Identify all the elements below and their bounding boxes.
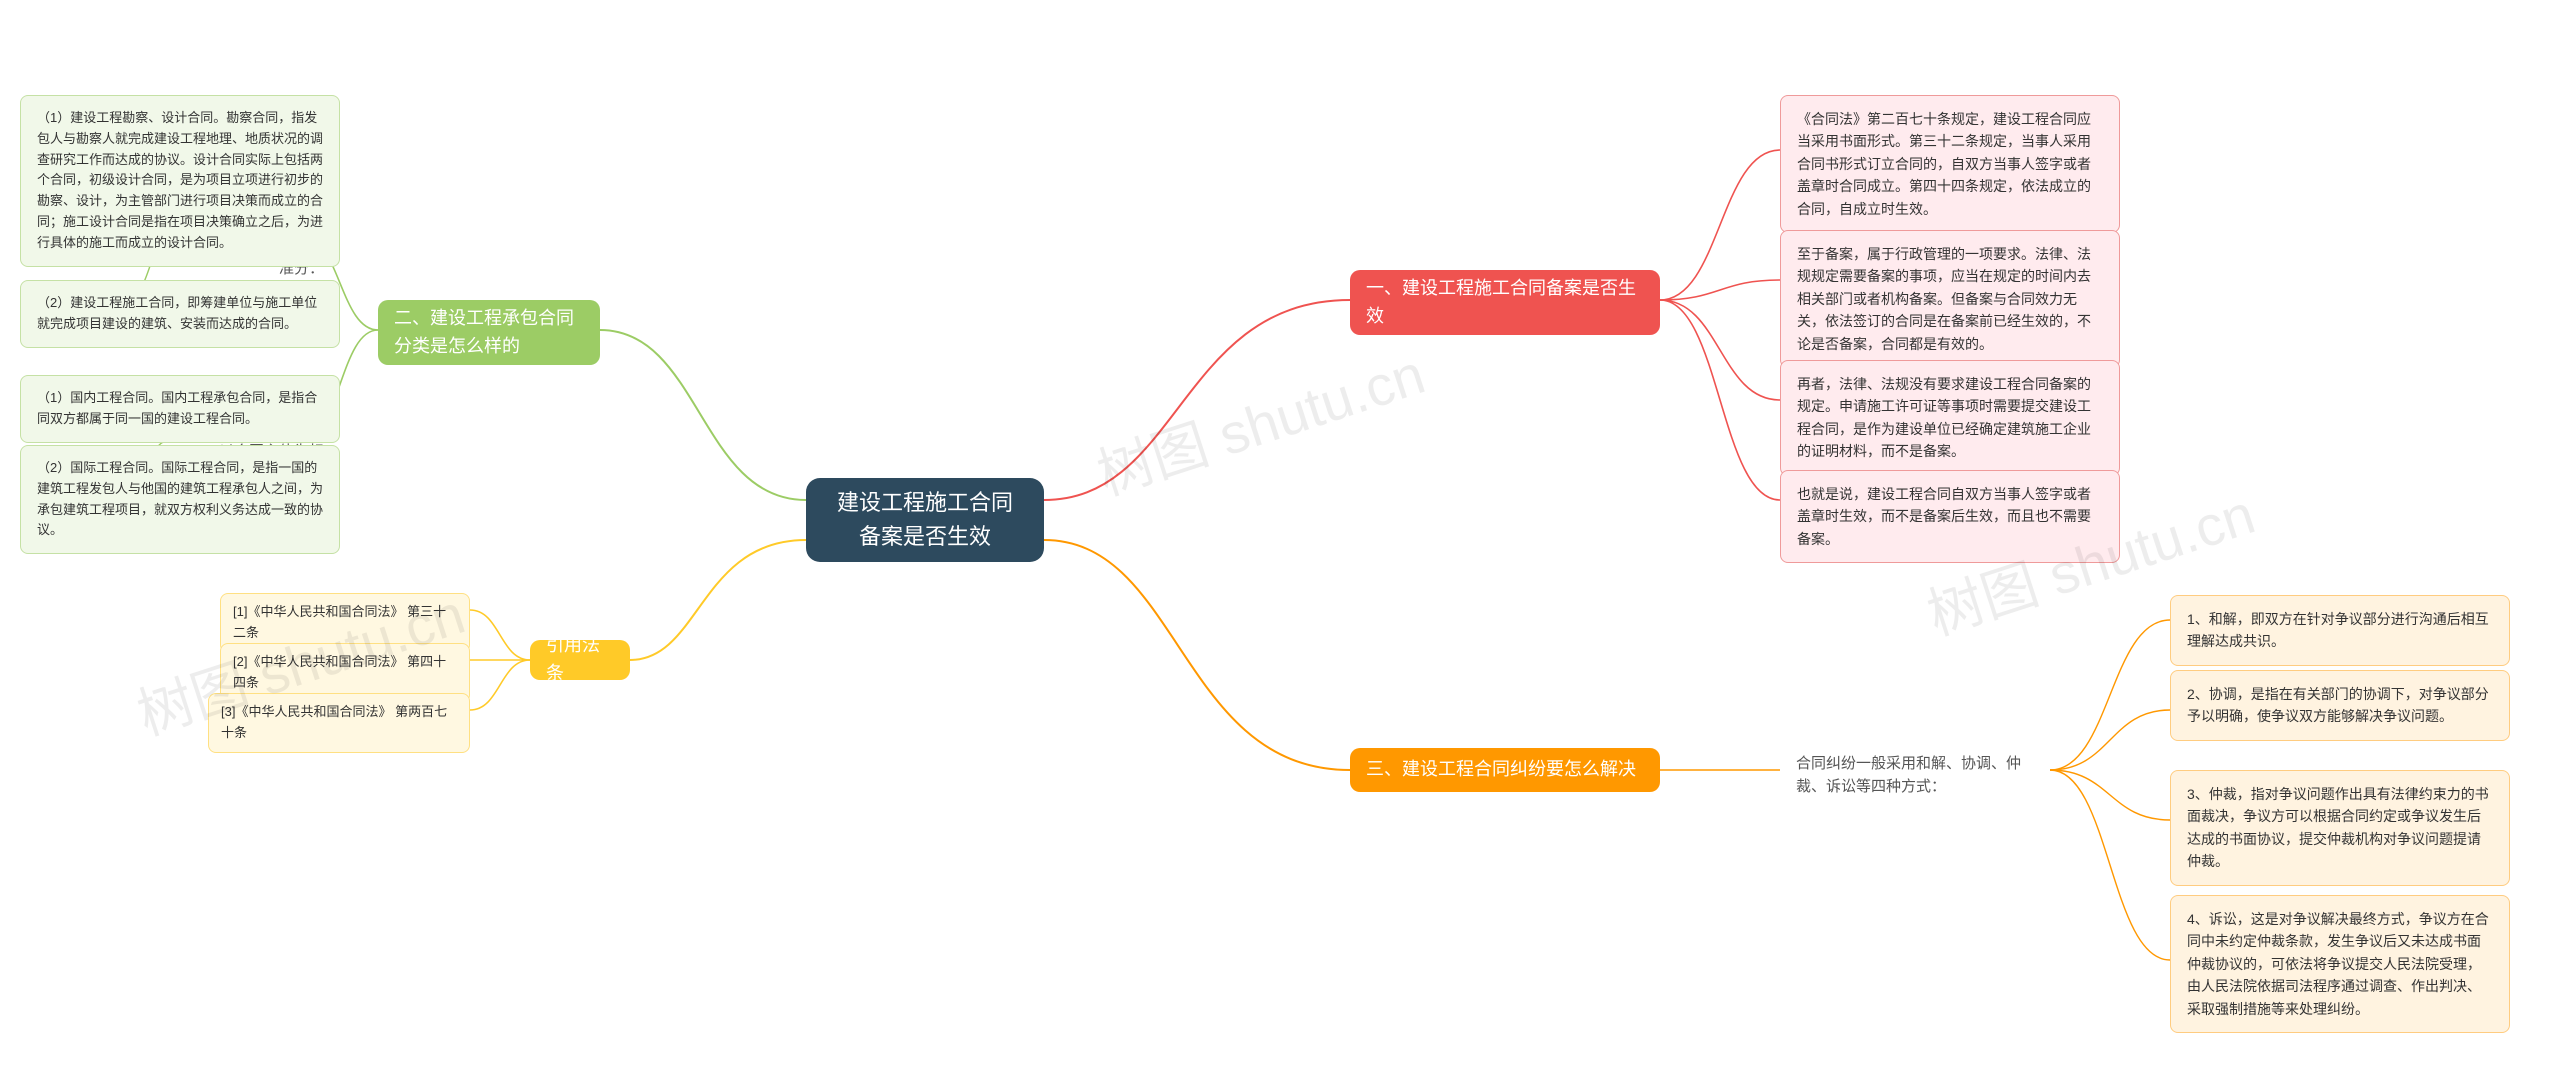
branch-3-label: 三、建设工程合同纠纷要怎么解决 <box>1366 756 1636 784</box>
branch-2-sub-1-leaf-0[interactable]: （1）国内工程合同。国内工程承包合同，是指合同双方都属于同一国的建设工程合同。 <box>20 375 340 443</box>
branch-3-sub[interactable]: 合同纠纷一般采用和解、协调、仲裁、诉讼等四种方式： <box>1780 740 2050 811</box>
branch-3[interactable]: 三、建设工程合同纠纷要怎么解决 <box>1350 748 1660 792</box>
watermark-1: 树图 shutu.cn <box>1086 330 1434 512</box>
branch-4[interactable]: 引用法条 <box>530 640 630 680</box>
branch-3-leaf-1[interactable]: 2、协调，是指在有关部门的协调下，对争议部分予以明确，使争议双方能够解决争议问题… <box>2170 670 2510 741</box>
center-topic-text: 建设工程施工合同备案是否生效 <box>832 486 1018 554</box>
branch-2-sub-0-leaf-1[interactable]: （2）建设工程施工合同，即筹建单位与施工单位就完成项目建设的建筑、安装而达成的合… <box>20 280 340 348</box>
branch-4-label: 引用法条 <box>546 632 614 688</box>
branch-2[interactable]: 二、建设工程承包合同分类是怎么样的 <box>378 300 600 365</box>
branch-1-label: 一、建设工程施工合同备案是否生效 <box>1366 275 1644 331</box>
branch-4-leaf-2[interactable]: [3]《中华人民共和国合同法》 第两百七十条 <box>208 693 470 753</box>
branch-1-leaf-0[interactable]: 《合同法》第二百七十条规定，建设工程合同应当采用书面形式。第三十二条规定，当事人… <box>1780 95 2120 233</box>
branch-3-leaf-2[interactable]: 3、仲裁，指对争议问题作出具有法律约束力的书面裁决，争议方可以根据合同约定或争议… <box>2170 770 2510 886</box>
branch-1-leaf-3[interactable]: 也就是说，建设工程合同自双方当事人签字或者盖章时生效，而不是备案后生效，而且也不… <box>1780 470 2120 563</box>
branch-1-leaf-1[interactable]: 至于备案，属于行政管理的一项要求。法律、法规规定需要备案的事项，应当在规定的时间… <box>1780 230 2120 368</box>
branch-3-leaf-0[interactable]: 1、和解，即双方在针对争议部分进行沟通后相互理解达成共识。 <box>2170 595 2510 666</box>
center-topic[interactable]: 建设工程施工合同备案是否生效 <box>806 478 1044 562</box>
branch-2-label: 二、建设工程承包合同分类是怎么样的 <box>394 305 584 361</box>
branch-3-leaf-3[interactable]: 4、诉讼，这是对争议解决最终方式，争议方在合同中未约定仲裁条款，发生争议后又未达… <box>2170 895 2510 1033</box>
branch-2-sub-0-leaf-0[interactable]: （1）建设工程勘察、设计合同。勘察合同，指发包人与勘察人就完成建设工程地理、地质… <box>20 95 340 267</box>
branch-1[interactable]: 一、建设工程施工合同备案是否生效 <box>1350 270 1660 335</box>
branch-1-leaf-2[interactable]: 再者，法律、法规没有要求建设工程合同备案的规定。申请施工许可证等事项时需要提交建… <box>1780 360 2120 476</box>
branch-2-sub-1-leaf-1[interactable]: （2）国际工程合同。国际工程合同，是指一国的建筑工程发包人与他国的建筑工程承包人… <box>20 445 340 554</box>
